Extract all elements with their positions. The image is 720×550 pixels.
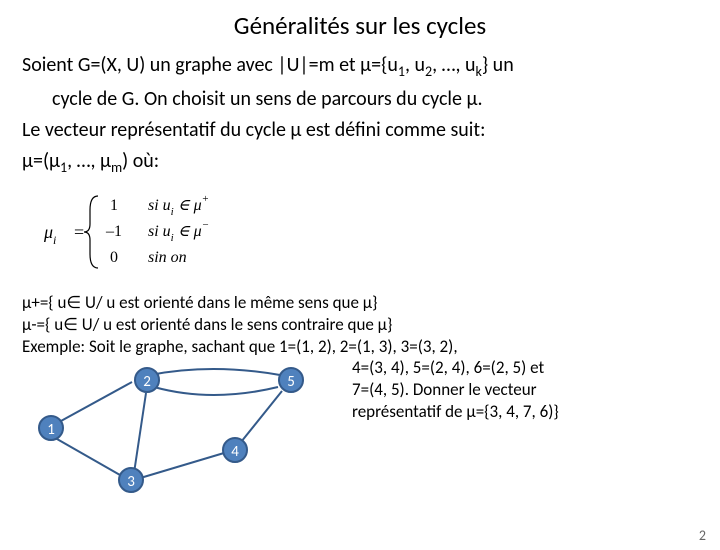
equation-mu-i: μi = 1 –1 0 si ui ∈ μ+ si ui ∈ μ− sin on	[32, 190, 720, 274]
r2: 7=(4, 5). Donner le vecteur	[352, 379, 559, 401]
p4-text-c: ) où:	[122, 149, 159, 173]
p4-text-a: μ=(μ	[22, 149, 60, 173]
sub-m: m	[111, 159, 122, 176]
paragraph-2: cycle de G. On choisit un sens de parcou…	[22, 87, 698, 112]
svg-text:1: 1	[110, 197, 118, 214]
sub-1: 1	[398, 63, 405, 80]
p1-text-b: , u	[405, 53, 425, 77]
paragraph-1: Soient G=(X, U) un graphe avec |U|=m et …	[22, 53, 698, 81]
r1: 4=(3, 4), 5=(2, 4), 6=(2, 5) et	[352, 357, 559, 379]
svg-text:μi: μi	[43, 222, 56, 247]
graph-area: 1 2 3 4 5 4=(3, 4), 5=(2, 4), 6=(2, 5) e…	[22, 357, 698, 503]
page-number: 2	[699, 527, 706, 544]
p1-text-c: , …, u	[432, 53, 475, 77]
paragraph-3: Le vecteur représentatif du cycle μ est …	[22, 118, 698, 143]
svg-text:sin on: sin on	[148, 249, 187, 266]
svg-text:0: 0	[110, 249, 118, 266]
example-continued: 4=(3, 4), 5=(2, 4), 6=(2, 5) et 7=(4, 5)…	[352, 357, 559, 422]
svg-text:=: =	[74, 222, 84, 242]
paragraph-4: μ=(μ1, …, μm) où:	[22, 149, 698, 177]
p4-text-b: , …, μ	[67, 149, 111, 173]
p1-text-a: Soient G=(X, U) un graphe avec |U|=m et …	[22, 53, 398, 77]
example-line: Exemple: Soit le graphe, sachant que 1=(…	[22, 336, 698, 358]
page-title: Généralités sur les cycles	[0, 10, 720, 41]
svg-text:–1: –1	[105, 223, 122, 240]
mu-plus-def: μ+={ u∈ U/ u est orienté dans le même se…	[22, 292, 698, 314]
p1-text-d: } un	[482, 53, 514, 77]
r3: représentatif de μ={3, 4, 7, 6)}	[352, 401, 559, 423]
svg-text:si ui ∈ μ−: si ui ∈ μ−	[148, 219, 209, 244]
equation-svg: μi = 1 –1 0 si ui ∈ μ+ si ui ∈ μ− sin on	[32, 190, 292, 274]
svg-text:si ui ∈ μ+: si ui ∈ μ+	[148, 193, 209, 218]
mu-minus-def: μ-={ u∈ U/ u est orienté dans le sens co…	[22, 314, 698, 336]
